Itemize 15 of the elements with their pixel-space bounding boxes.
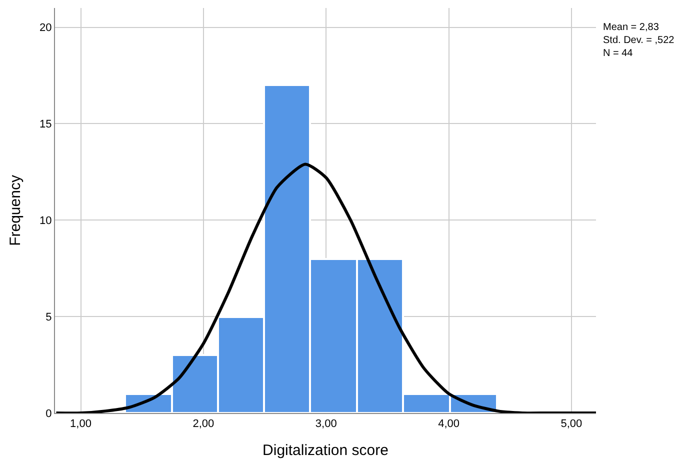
y-tick-label: 15 xyxy=(40,118,52,131)
x-tick-label: 5,00 xyxy=(560,418,582,430)
x-tick-label: 1,00 xyxy=(70,418,92,430)
y-tick-label: 0 xyxy=(46,408,52,420)
y-axis-title: Frequency xyxy=(6,174,24,246)
text: Std. Dev. = ,522 xyxy=(603,35,675,46)
x-tick-label: 3,00 xyxy=(315,418,337,430)
text: N = 44 xyxy=(603,48,634,59)
text: Mean = 2,83 xyxy=(603,22,660,33)
y-tick-label: 20 xyxy=(40,22,52,34)
x-tick-label: 2,00 xyxy=(192,418,214,430)
x-tick-label: 4,00 xyxy=(438,418,460,430)
y-tick-label: 10 xyxy=(40,214,52,227)
x-axis-title: Digitalization score xyxy=(262,442,388,460)
y-tick-label: 5 xyxy=(46,311,52,324)
